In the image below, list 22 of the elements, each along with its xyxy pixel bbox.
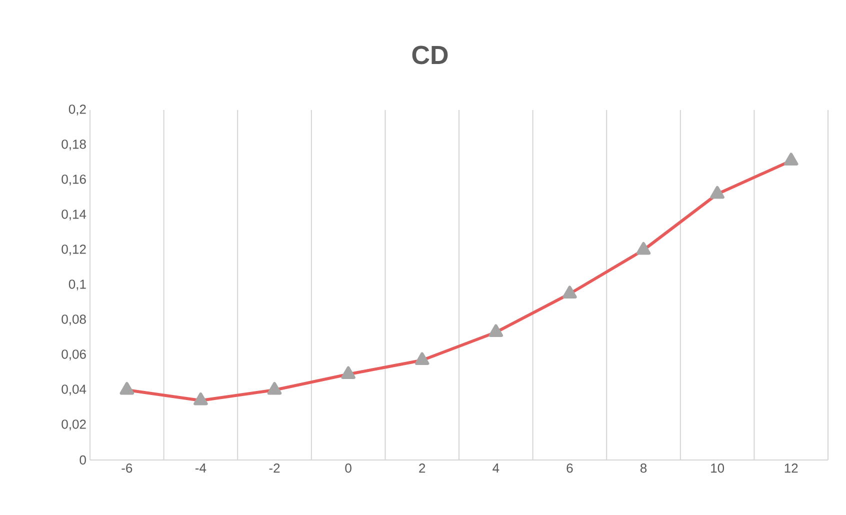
- y-tick-label: 0,16: [62, 174, 86, 186]
- y-tick-label: 0,2: [68, 104, 86, 116]
- x-tick-label: -4: [196, 464, 206, 472]
- y-tick-label: 0: [80, 455, 86, 465]
- y-tick-label: 0,12: [62, 244, 86, 256]
- x-tick-label: 0: [345, 464, 352, 473]
- y-tick-label: 0,14: [62, 210, 86, 220]
- x-tick-label: 10: [711, 464, 724, 473]
- chart-title: CD: [412, 46, 448, 64]
- x-tick-label: -2: [269, 464, 280, 473]
- y-tick-label: 0,18: [62, 140, 86, 150]
- x-tick-label: 6: [566, 464, 573, 473]
- x-tick-label: -6: [122, 464, 132, 473]
- x-tick-label: 2: [419, 464, 426, 473]
- x-tick-label: 12: [784, 464, 798, 473]
- y-tick-label: 0,02: [62, 420, 86, 430]
- x-tick-label: 4: [492, 464, 500, 472]
- y-tick-label: 0,04: [62, 384, 86, 396]
- y-tick-label: 0,06: [62, 350, 86, 360]
- x-tick-label: 8: [640, 464, 647, 473]
- y-tick-label: 0,1: [68, 280, 86, 290]
- y-tick-label: 0,08: [62, 314, 86, 326]
